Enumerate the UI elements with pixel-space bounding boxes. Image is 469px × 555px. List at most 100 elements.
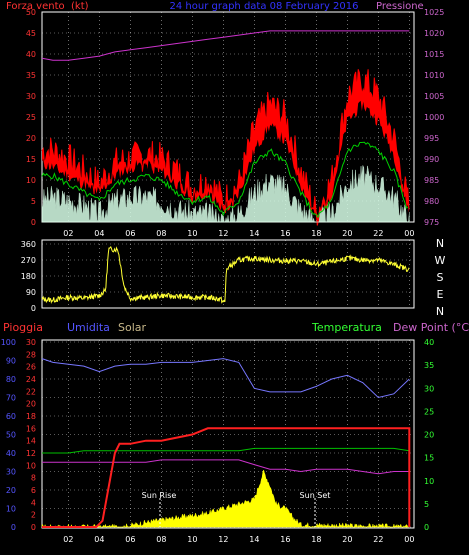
- pressure-tick-label: 1015: [424, 50, 444, 59]
- pressure-tick-label: 1010: [424, 71, 444, 80]
- compass-label: E: [437, 288, 444, 301]
- pressure-tick-label: 980: [424, 197, 439, 206]
- pressure-tick-label: 975: [424, 218, 439, 227]
- chart-title: 24 hour graph data 08 February 2016: [170, 1, 359, 12]
- wind-tick-label: 45: [26, 29, 36, 38]
- dewpoint-line: [42, 459, 410, 475]
- wind-tick-label: 20: [26, 134, 36, 143]
- temperature-tick-label: 5: [424, 500, 429, 509]
- compass-label: S: [437, 271, 444, 284]
- wind-tick-label: 30: [26, 92, 36, 101]
- direction-tick-label: 90: [26, 288, 36, 297]
- weather-x-tick-label: 14: [249, 535, 259, 544]
- humidity-tick-label: 100: [1, 338, 16, 347]
- pressure-axis-title: Pressione: [376, 1, 424, 12]
- wind-x-tick-label: 06: [125, 229, 135, 238]
- humidity-tick-label: 0: [11, 523, 16, 532]
- pressure-tick-label: 1025: [424, 8, 444, 17]
- temperature-tick-label: 10: [424, 477, 434, 486]
- rain-tick-label: 22: [26, 387, 36, 396]
- humidity-tick-label: 80: [6, 375, 16, 384]
- wind-low-area: [41, 164, 410, 223]
- rain-line: [42, 427, 411, 528]
- humidity-axis-title: Umidita: [67, 321, 110, 334]
- wind-tick-label: 15: [26, 155, 36, 164]
- wind-x-tick-label: 12: [218, 229, 228, 238]
- wind-gust-line: [41, 69, 410, 226]
- rain-tick-label: 28: [26, 350, 36, 359]
- temperature-tick-label: 0: [424, 523, 429, 532]
- wind-x-tick-label: 14: [249, 229, 259, 238]
- pressure-tick-label: 990: [424, 155, 439, 164]
- direction-tick-label: 180: [21, 272, 36, 281]
- wind-mean-line: [41, 141, 409, 219]
- weather-x-tick-label: 12: [218, 535, 228, 544]
- compass-label: N: [436, 237, 444, 250]
- temperature-tick-label: 35: [424, 361, 434, 370]
- rain-tick-label: 20: [26, 400, 36, 409]
- temperature-axis-title: Temperatura: [311, 321, 382, 334]
- wind-x-tick-label: 18: [311, 229, 321, 238]
- weather-x-tick-label: 04: [94, 535, 104, 544]
- weather-x-tick-label: 16: [280, 535, 290, 544]
- weather-x-tick-label: 06: [125, 535, 135, 544]
- wind-x-tick-label: 20: [342, 229, 352, 238]
- rain-tick-label: 0: [31, 523, 36, 532]
- wind-tick-label: 25: [26, 113, 36, 122]
- direction-tick-label: 0: [31, 304, 36, 313]
- rain-tick-label: 10: [26, 461, 36, 470]
- humidity-tick-label: 50: [6, 431, 16, 440]
- wind-tick-label: 5: [31, 197, 36, 206]
- rain-tick-label: 18: [26, 412, 36, 421]
- wind-tick-label: 10: [26, 176, 36, 185]
- rain-tick-label: 30: [26, 338, 36, 347]
- wind-tick-label: 40: [26, 50, 36, 59]
- solar-area: [41, 469, 409, 528]
- pressure-tick-label: 985: [424, 176, 439, 185]
- temperature-tick-label: 25: [424, 407, 434, 416]
- sun-set-label: Sun Set: [300, 491, 331, 500]
- rain-tick-label: 8: [31, 474, 36, 483]
- pressure-tick-label: 1000: [424, 113, 444, 122]
- temperature-tick-label: 20: [424, 431, 434, 440]
- pressure-tick-label: 1020: [424, 29, 444, 38]
- compass-label: N: [436, 305, 444, 318]
- wind-axis-title: Forza vento: [6, 1, 65, 12]
- humidity-tick-label: 60: [6, 412, 16, 421]
- rain-tick-label: 16: [26, 424, 36, 433]
- humidity-tick-label: 70: [6, 394, 16, 403]
- humidity-tick-label: 30: [6, 468, 16, 477]
- rain-axis-title: Pioggia: [3, 321, 43, 334]
- direction-tick-label: 360: [21, 240, 36, 249]
- pressure-tick-label: 995: [424, 134, 439, 143]
- dewpoint-axis-title: Dew Point (°C): [393, 321, 469, 334]
- humidity-tick-label: 10: [6, 505, 16, 514]
- direction-tick-label: 270: [21, 256, 36, 265]
- weather-x-tick-label: 02: [63, 535, 73, 544]
- rain-tick-label: 26: [26, 363, 36, 372]
- wind-axis-unit: (kt): [71, 1, 89, 12]
- direction-line: [41, 246, 410, 304]
- rain-tick-label: 12: [26, 449, 36, 458]
- rain-tick-label: 14: [26, 437, 36, 446]
- solar-axis-title: Solar: [118, 321, 147, 334]
- wind-x-tick-label: 00: [404, 229, 414, 238]
- weather-x-tick-label: 22: [373, 535, 383, 544]
- rain-tick-label: 24: [26, 375, 36, 384]
- humidity-line: [41, 358, 410, 399]
- humidity-tick-label: 90: [6, 357, 16, 366]
- humidity-tick-label: 40: [6, 449, 16, 458]
- weather-panel-frame: [41, 339, 415, 529]
- wind-x-tick-label: 08: [156, 229, 166, 238]
- wind-tick-label: 50: [26, 8, 36, 17]
- weather-x-tick-label: 18: [311, 535, 321, 544]
- compass-label: W: [435, 254, 446, 267]
- temperature-tick-label: 30: [424, 384, 434, 393]
- wind-tick-label: 0: [31, 218, 36, 227]
- wind-x-tick-label: 16: [280, 229, 290, 238]
- weather-x-tick-label: 08: [156, 535, 166, 544]
